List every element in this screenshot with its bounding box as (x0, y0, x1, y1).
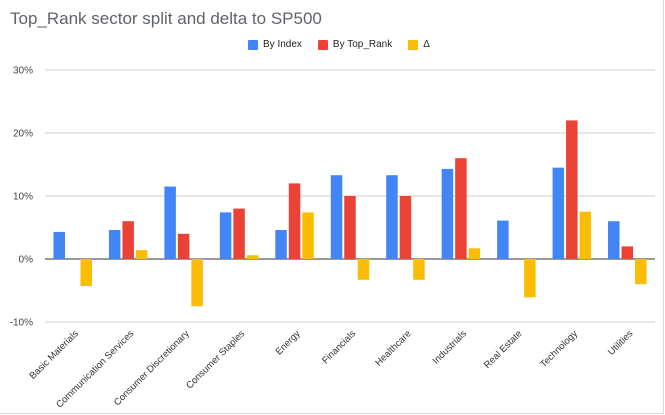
bar--1 (135, 250, 148, 259)
bar--2 (191, 259, 203, 307)
legend-label-delta: Δ (423, 39, 430, 50)
bar--4 (302, 212, 314, 259)
y-tick-label: 20% (13, 129, 33, 140)
chart-title: Top_Rank sector split and delta to SP500 (10, 9, 322, 28)
bar--7 (468, 248, 481, 259)
bar-by-index-10 (608, 221, 620, 259)
legend-swatch-by-top-rank (317, 39, 328, 50)
bar--0 (80, 259, 92, 287)
bar-by-top-rank-3 (233, 208, 245, 259)
bar-by-top-rank-5 (344, 196, 356, 259)
legend-item-delta[interactable]: Δ (408, 39, 430, 50)
bar--6 (413, 259, 425, 280)
bar-by-top-rank-2 (177, 233, 190, 259)
legend-item-by-index[interactable]: By Index (248, 39, 302, 50)
bar-by-top-rank-9 (566, 120, 578, 260)
x-tick-label: Technology (538, 328, 580, 370)
y-tick-label: -10% (10, 318, 33, 329)
x-tick-label: Real Estate (482, 328, 525, 371)
bar-by-top-rank-4 (288, 183, 301, 259)
bar-by-index-8 (497, 220, 509, 259)
bar-by-index-7 (441, 168, 454, 259)
chart-legend: By Index By Top_Rank Δ (248, 39, 430, 50)
bar--9 (579, 211, 592, 259)
bar-by-index-9 (552, 167, 565, 259)
bar--3 (246, 255, 259, 259)
y-tick-label: 0% (19, 255, 34, 266)
x-tick-label: Financials (320, 328, 358, 366)
bar--5 (357, 259, 370, 280)
x-tick-label: Healthcare (373, 328, 413, 368)
bar-by-top-rank-6 (399, 196, 412, 259)
legend-label-by-top-rank: By Top_Rank (332, 39, 393, 50)
bar-by-index-6 (386, 175, 398, 259)
legend-swatch-delta (408, 39, 419, 50)
legend-item-by-top-rank[interactable]: By Top_Rank (317, 39, 393, 50)
bar-by-top-rank-10 (621, 246, 634, 259)
bar-by-index-3 (219, 212, 232, 259)
x-tick-label: Consumer Staples (184, 328, 247, 391)
bar--8 (524, 259, 536, 298)
bar-by-top-rank-1 (122, 221, 134, 259)
bar--10 (635, 259, 647, 285)
x-tick-label: Basic Materials (28, 328, 81, 381)
bar-by-index-1 (108, 230, 121, 259)
y-tick-label: 30% (13, 66, 33, 77)
legend-label-by-index: By Index (263, 39, 302, 50)
bar-by-index-4 (275, 230, 287, 259)
x-tick-label: Industrials (431, 328, 470, 367)
bar-by-index-0 (53, 231, 65, 259)
bar-by-index-5 (330, 175, 343, 259)
legend-swatch-by-index (248, 39, 258, 50)
x-tick-label: Energy (274, 328, 303, 357)
x-tick-label: Utilities (606, 328, 636, 358)
bar-by-top-rank-7 (455, 158, 467, 259)
bar-by-index-2 (164, 186, 176, 259)
y-tick-label: 10% (13, 192, 33, 203)
